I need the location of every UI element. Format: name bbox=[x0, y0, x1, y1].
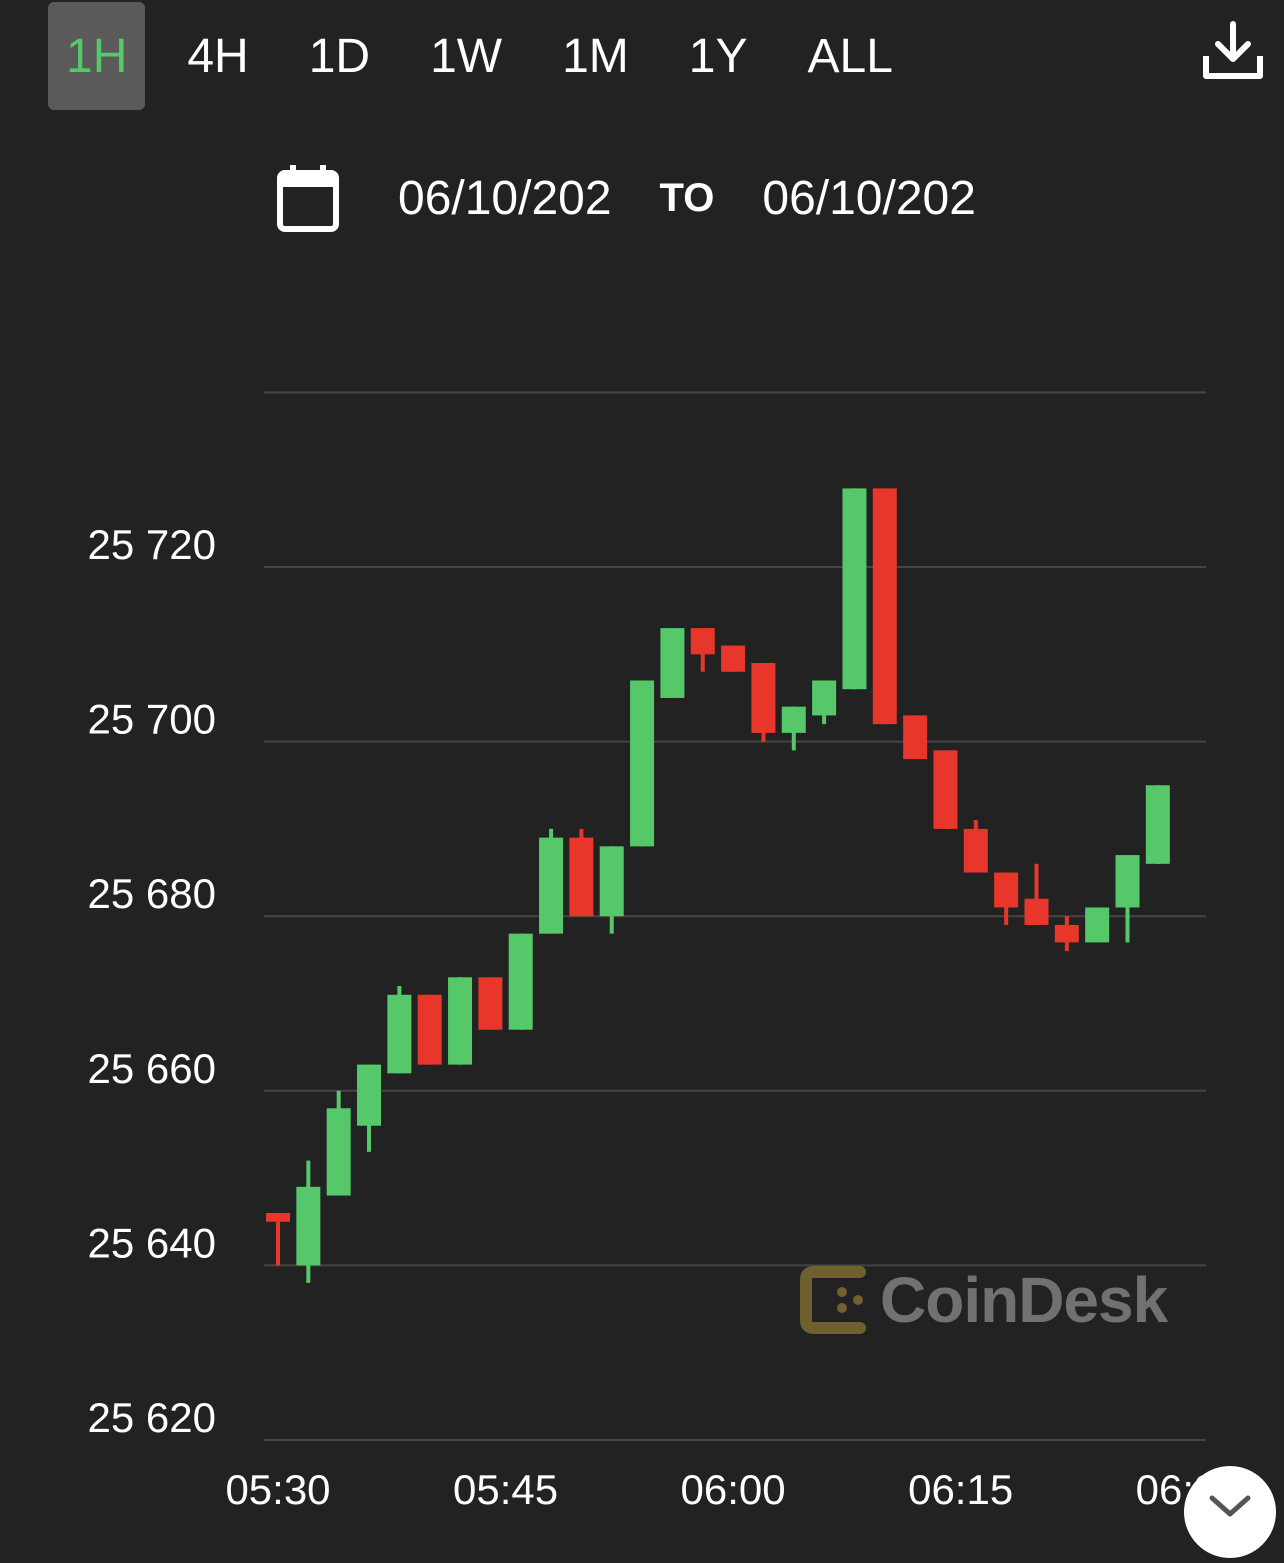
date-range: 06/10/202 TO 06/10/202 bbox=[276, 150, 976, 246]
candle bbox=[1024, 863, 1049, 925]
candle bbox=[721, 645, 746, 672]
candle-body bbox=[963, 828, 988, 873]
candle bbox=[508, 933, 533, 1030]
candle-body bbox=[417, 994, 442, 1065]
candle-body bbox=[599, 846, 624, 917]
candle bbox=[266, 1213, 290, 1266]
date-to-label: TO bbox=[659, 175, 715, 220]
candle bbox=[690, 628, 715, 672]
candle bbox=[1115, 855, 1140, 943]
tab-1y[interactable]: 1Y bbox=[688, 29, 748, 83]
candle-body bbox=[1115, 855, 1140, 908]
candle bbox=[1085, 907, 1110, 943]
candle-body bbox=[994, 872, 1019, 908]
candles bbox=[266, 488, 1170, 1283]
candle-body bbox=[842, 488, 867, 690]
candlestick-chart: 25 620 25 640 25 660 25 680 25 700 25 720 05:… bbox=[88, 391, 1241, 1513]
scroll-down-button[interactable] bbox=[1184, 1466, 1276, 1558]
candle bbox=[994, 872, 1019, 925]
x-tick-label: 06:00 bbox=[681, 1466, 786, 1513]
download-icon[interactable] bbox=[1200, 18, 1266, 84]
y-tick-label: 25 620 bbox=[88, 1394, 216, 1441]
candle bbox=[326, 1090, 351, 1196]
candle bbox=[933, 750, 958, 829]
candle bbox=[842, 488, 867, 690]
candle-body bbox=[266, 1213, 290, 1222]
candle-body bbox=[690, 628, 715, 655]
candle-body bbox=[903, 715, 928, 760]
date-from[interactable]: 06/10/202 bbox=[398, 171, 612, 225]
tab-1w[interactable]: 1W bbox=[430, 29, 503, 83]
candle-body bbox=[1145, 785, 1170, 864]
candle bbox=[599, 846, 624, 934]
candle bbox=[539, 828, 564, 934]
tab-4h[interactable]: 4H bbox=[187, 29, 249, 83]
date-to[interactable]: 06/10/202 bbox=[762, 171, 976, 225]
candle bbox=[478, 977, 503, 1030]
tab-all[interactable]: ALL bbox=[807, 29, 893, 83]
candle-body bbox=[387, 994, 412, 1074]
candle-body bbox=[478, 977, 503, 1030]
x-tick-label: 06:15 bbox=[908, 1466, 1013, 1513]
candle bbox=[963, 820, 988, 873]
candle bbox=[751, 663, 776, 742]
period-tabs: 1H 4H 1D 1W 1M 1Y ALL bbox=[48, 2, 935, 110]
candle-body bbox=[1054, 924, 1079, 943]
candle-body bbox=[569, 837, 594, 917]
candle-body bbox=[357, 1064, 382, 1126]
y-tick-label: 25 680 bbox=[88, 870, 216, 917]
candle-body bbox=[508, 933, 533, 1030]
candle-body bbox=[781, 706, 806, 733]
y-tick-label: 25 640 bbox=[88, 1219, 216, 1266]
candle bbox=[660, 628, 685, 698]
chevron-down-icon bbox=[1209, 1495, 1251, 1517]
tab-1m[interactable]: 1M bbox=[562, 29, 629, 83]
candle-body bbox=[1024, 898, 1049, 925]
candle bbox=[872, 488, 897, 725]
candle-body bbox=[660, 628, 685, 698]
y-axis: 25 620 25 640 25 660 25 680 25 700 25 720 bbox=[88, 521, 216, 1441]
candle-body bbox=[872, 488, 897, 725]
watermark-text: CoinDesk bbox=[880, 1264, 1168, 1336]
candle bbox=[387, 986, 412, 1074]
y-tick-label: 25 720 bbox=[88, 521, 216, 568]
candle bbox=[569, 828, 594, 917]
candle bbox=[1145, 785, 1170, 864]
candle bbox=[630, 680, 655, 847]
candle-body bbox=[448, 977, 473, 1065]
candle bbox=[1054, 916, 1079, 952]
candle bbox=[781, 706, 806, 751]
coindesk-watermark: CoinDesk bbox=[800, 1258, 1168, 1342]
candle-body bbox=[630, 680, 655, 847]
calendar-icon[interactable] bbox=[276, 163, 340, 233]
candle bbox=[296, 1160, 321, 1283]
x-tick-label: 05:45 bbox=[453, 1466, 558, 1513]
candle bbox=[903, 715, 928, 760]
tab-1d[interactable]: 1D bbox=[308, 29, 371, 83]
candle-body bbox=[721, 645, 746, 672]
candle-body bbox=[1085, 907, 1110, 943]
candle-body bbox=[326, 1108, 351, 1196]
candle bbox=[812, 680, 837, 725]
chart-grid bbox=[264, 391, 1206, 1441]
coindesk-logo-icon bbox=[800, 1266, 866, 1334]
candle-body bbox=[933, 750, 958, 829]
candle-body bbox=[751, 663, 776, 733]
tab-1h[interactable]: 1H bbox=[48, 2, 146, 110]
y-tick-label: 25 700 bbox=[88, 696, 216, 743]
candle-body bbox=[539, 837, 564, 934]
x-tick-label: 05:30 bbox=[225, 1466, 330, 1513]
candle bbox=[448, 977, 473, 1065]
x-axis: 05:30 05:45 06:00 06:15 06:30 bbox=[225, 1466, 1240, 1513]
candle bbox=[357, 1064, 382, 1152]
y-tick-label: 25 660 bbox=[88, 1045, 216, 1092]
candle bbox=[417, 994, 442, 1065]
candle-body bbox=[812, 680, 837, 716]
candle-body bbox=[296, 1186, 321, 1266]
